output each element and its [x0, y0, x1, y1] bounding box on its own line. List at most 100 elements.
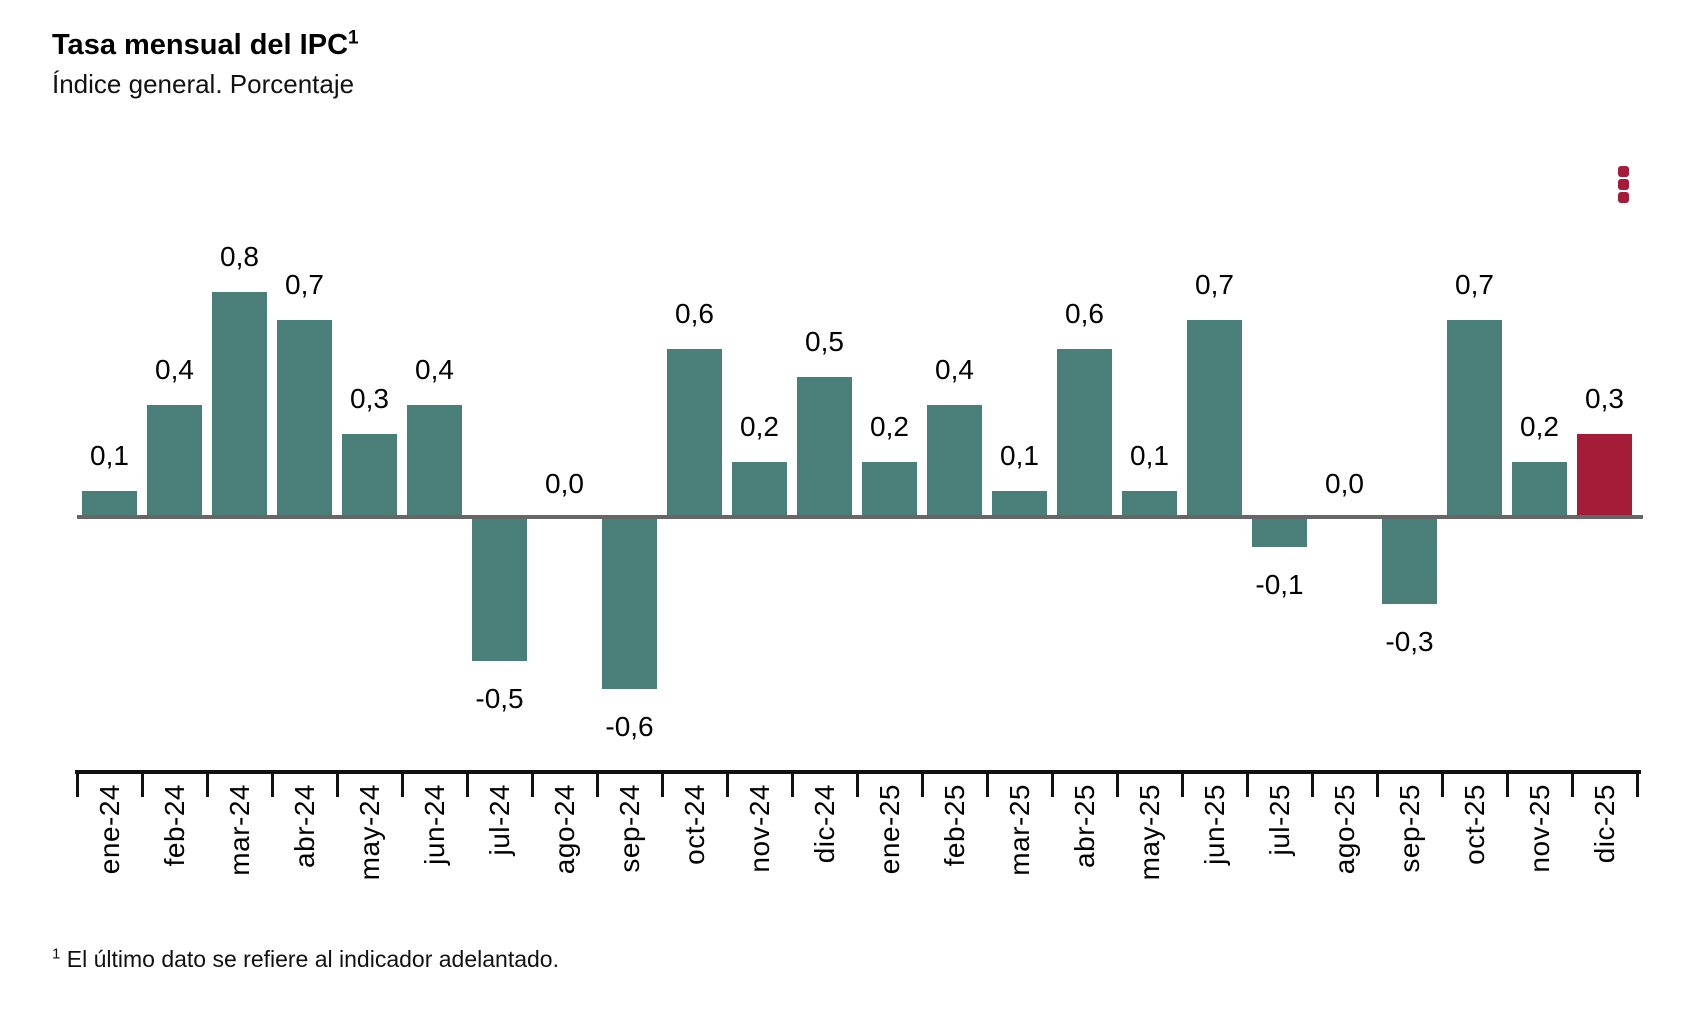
chart-header: Tasa mensual del IPC1 Índice general. Po… — [52, 28, 359, 100]
x-axis-tick — [1441, 774, 1444, 797]
x-axis-label-mar-24: mar-24 — [223, 784, 255, 876]
x-axis-label-sep-25: sep-25 — [1393, 784, 1425, 873]
value-label-sep-24: -0,6 — [605, 711, 654, 742]
footnote-text: El último dato se refiere al indicador a… — [60, 946, 559, 972]
bar-ene-24[interactable] — [82, 491, 137, 519]
value-label-jun-24: 0,4 — [415, 354, 454, 385]
value-label-mar-24: 0,8 — [220, 241, 259, 272]
value-label-nov-24: 0,2 — [740, 411, 779, 442]
bar-mar-24[interactable] — [212, 292, 267, 519]
bar-may-24[interactable] — [342, 434, 397, 519]
value-label-feb-25: 0,4 — [935, 354, 974, 385]
title-footnote-marker: 1 — [348, 27, 359, 49]
x-axis-tick — [1311, 774, 1314, 797]
bar-jun-25[interactable] — [1187, 320, 1242, 519]
x-axis-tick — [1246, 774, 1249, 797]
zero-axis-line — [77, 515, 1643, 519]
x-axis-tick — [1376, 774, 1379, 797]
bar-dic-25[interactable] — [1577, 434, 1632, 519]
value-label-feb-24: 0,4 — [155, 354, 194, 385]
bar-abr-24[interactable] — [277, 320, 332, 519]
bar-ene-25[interactable] — [862, 462, 917, 519]
value-label-abr-25: 0,6 — [1065, 298, 1104, 329]
value-label-may-24: 0,3 — [350, 383, 389, 414]
x-axis-tick — [1181, 774, 1184, 797]
x-axis-tick — [661, 774, 664, 797]
kebab-dot — [1617, 165, 1629, 177]
footnote-marker: 1 — [52, 945, 61, 963]
x-axis-tick — [531, 774, 534, 797]
bar-sep-24[interactable] — [602, 519, 657, 689]
value-label-ene-24: 0,1 — [90, 440, 129, 471]
x-axis-tick — [986, 774, 989, 797]
value-label-jun-25: 0,7 — [1195, 269, 1234, 300]
bar-abr-25[interactable] — [1057, 349, 1112, 519]
x-axis-tick — [596, 774, 599, 797]
x-axis-label-abr-24: abr-24 — [288, 784, 320, 868]
x-axis-tick — [791, 774, 794, 797]
x-axis-line — [75, 770, 1641, 774]
bar-jul-24[interactable] — [472, 519, 527, 661]
bar-nov-24[interactable] — [732, 462, 787, 519]
x-axis-label-mar-25: mar-25 — [1003, 784, 1035, 876]
bar-may-25[interactable] — [1122, 491, 1177, 519]
x-axis-tick — [271, 774, 274, 797]
bar-oct-24[interactable] — [667, 349, 722, 519]
bar-dic-24[interactable] — [797, 377, 852, 519]
x-axis-label-jul-24: jul-24 — [483, 784, 515, 856]
x-axis-label-ene-25: ene-25 — [873, 784, 905, 875]
value-label-abr-24: 0,7 — [285, 269, 324, 300]
x-axis-tick — [466, 774, 469, 797]
kebab-dot — [1617, 191, 1629, 203]
value-label-jul-24: -0,5 — [475, 683, 524, 714]
value-label-oct-24: 0,6 — [675, 298, 714, 329]
value-label-ago-25: 0,0 — [1325, 468, 1364, 499]
page-title: Tasa mensual del IPC1 — [52, 28, 359, 62]
x-axis-tick — [921, 774, 924, 797]
x-axis-label-may-25: may-25 — [1133, 784, 1165, 881]
x-axis-label-may-24: may-24 — [353, 784, 385, 881]
bar-mar-25[interactable] — [992, 491, 1047, 519]
x-axis-label-abr-25: abr-25 — [1068, 784, 1100, 868]
x-axis-tick — [141, 774, 144, 797]
value-label-nov-25: 0,2 — [1520, 411, 1559, 442]
bar-jun-24[interactable] — [407, 405, 462, 519]
bar-chart: 0,1 0,4 0,8 0,7 0,3 0,4 -0,5 0,0 -0,6 0,6 0,2 0,5 0,… — [77, 200, 1643, 770]
kebab-menu-icon[interactable] — [1611, 160, 1635, 208]
bar-sep-25[interactable] — [1382, 519, 1437, 604]
value-label-may-25: 0,1 — [1130, 440, 1169, 471]
x-axis-tick — [1051, 774, 1054, 797]
x-axis-label-oct-24: oct-24 — [678, 784, 710, 865]
x-axis-tick — [856, 774, 859, 797]
footnote: 1 El último dato se refiere al indicador… — [52, 944, 559, 974]
bar-nov-25[interactable] — [1512, 462, 1567, 519]
x-axis-tick — [1116, 774, 1119, 797]
value-label-ago-24: 0,0 — [545, 468, 584, 499]
x-axis-label-dic-25: dic-25 — [1588, 784, 1620, 864]
bar-feb-24[interactable] — [147, 405, 202, 519]
value-label-dic-24: 0,5 — [805, 326, 844, 357]
x-axis-label-ago-24: ago-24 — [548, 784, 580, 875]
page-subtitle: Índice general. Porcentaje — [52, 69, 355, 99]
bar-feb-25[interactable] — [927, 405, 982, 519]
bar-oct-25[interactable] — [1447, 320, 1502, 519]
value-label-mar-25: 0,1 — [1000, 440, 1039, 471]
value-label-sep-25: -0,3 — [1385, 626, 1434, 657]
x-axis-label-nov-24: nov-24 — [743, 784, 775, 873]
x-axis-tick — [336, 774, 339, 797]
kebab-dot — [1617, 178, 1629, 190]
x-axis-label-jun-25: jun-25 — [1198, 784, 1230, 865]
x-axis-label-jul-25: jul-25 — [1263, 784, 1295, 856]
x-axis-label-ago-25: ago-25 — [1328, 784, 1360, 875]
x-axis-tick — [1636, 774, 1639, 797]
title-text: Tasa mensual del IPC — [52, 29, 349, 61]
x-axis-tick — [1571, 774, 1574, 797]
x-axis-label-oct-25: oct-25 — [1458, 784, 1490, 865]
x-axis-label-feb-24: feb-24 — [158, 784, 190, 867]
x-axis-tick — [1506, 774, 1509, 797]
x-axis-label-jun-24: jun-24 — [418, 784, 450, 865]
value-label-oct-25: 0,7 — [1455, 269, 1494, 300]
value-label-jul-25: -0,1 — [1255, 569, 1304, 600]
bar-jul-25[interactable] — [1252, 519, 1307, 547]
x-axis-tick — [206, 774, 209, 797]
